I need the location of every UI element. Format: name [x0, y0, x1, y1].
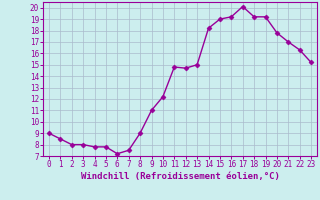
X-axis label: Windchill (Refroidissement éolien,°C): Windchill (Refroidissement éolien,°C)	[81, 172, 279, 181]
